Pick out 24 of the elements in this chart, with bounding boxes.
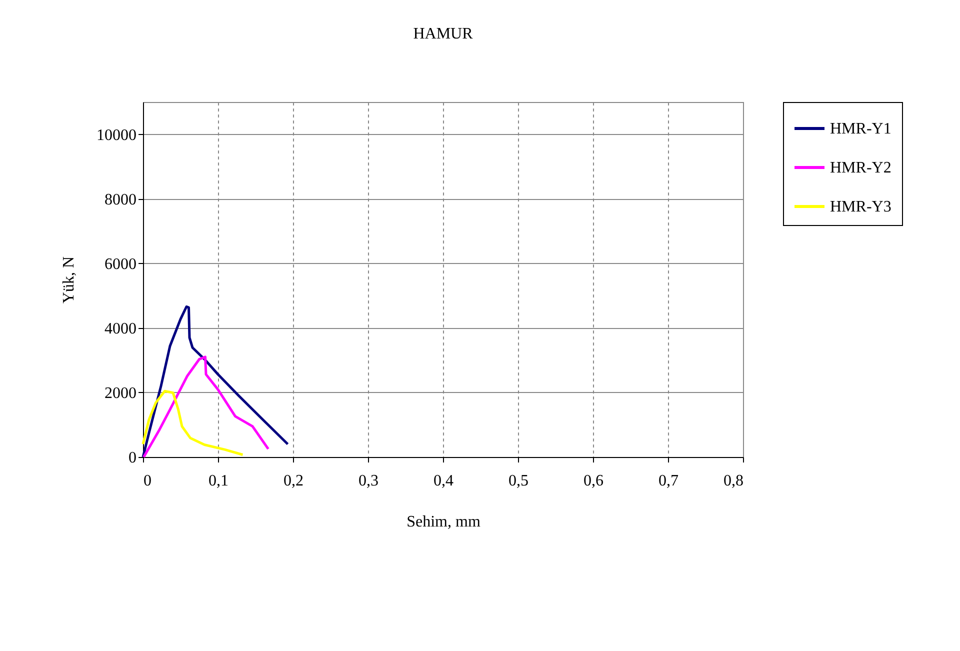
x-tick-label: 0,8	[724, 472, 744, 490]
x-tick-label: 0,5	[508, 472, 528, 490]
y-tick-label: 8000	[104, 191, 136, 208]
chart-title: HAMUR	[413, 26, 474, 42]
legend-label: HMR-Y2	[830, 160, 892, 176]
x-tick-label: 0,4	[434, 472, 454, 490]
y-tick-label: 4000	[104, 320, 136, 338]
y-tick-label: 0	[128, 450, 136, 466]
x-tick-label: 0,3	[358, 472, 378, 490]
legend-label: HMR-Y1	[830, 120, 892, 138]
line-series	[142, 356, 270, 458]
x-tick-label: 0,1	[208, 472, 228, 490]
y-axis-title: Yük, N	[60, 256, 78, 304]
legend-label: HMR-Y3	[830, 198, 892, 216]
y-tick-label: 6000	[104, 256, 136, 273]
x-axis-title: Sehim, mm	[406, 514, 481, 530]
y-tick-label: 10000	[96, 126, 136, 144]
y-tick-label: 2000	[104, 384, 136, 402]
x-tick-label: 0	[144, 472, 152, 490]
line-series	[142, 390, 244, 456]
x-tick-label: 0,2	[284, 472, 304, 490]
line-series	[142, 305, 289, 458]
x-tick-label: 0,7	[658, 472, 678, 490]
x-tick-label: 0,6	[584, 472, 604, 490]
